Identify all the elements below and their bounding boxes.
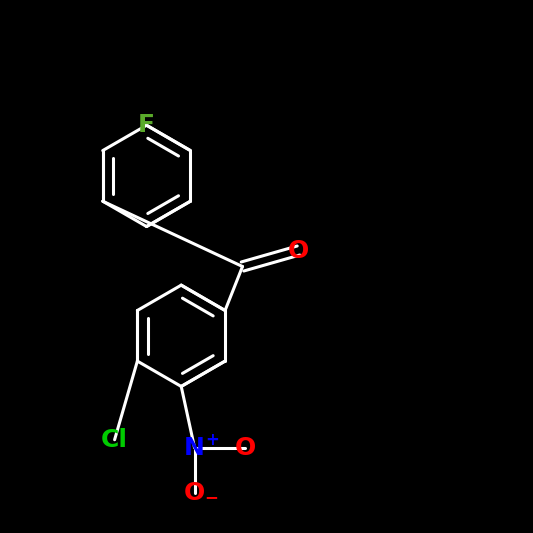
Text: Cl: Cl xyxy=(101,427,128,452)
Text: +: + xyxy=(205,431,219,449)
Text: F: F xyxy=(138,113,155,138)
Text: O: O xyxy=(235,435,256,460)
Text: N: N xyxy=(184,435,205,460)
Text: O: O xyxy=(288,238,309,263)
Text: O: O xyxy=(184,481,205,505)
Text: −: − xyxy=(204,488,218,506)
